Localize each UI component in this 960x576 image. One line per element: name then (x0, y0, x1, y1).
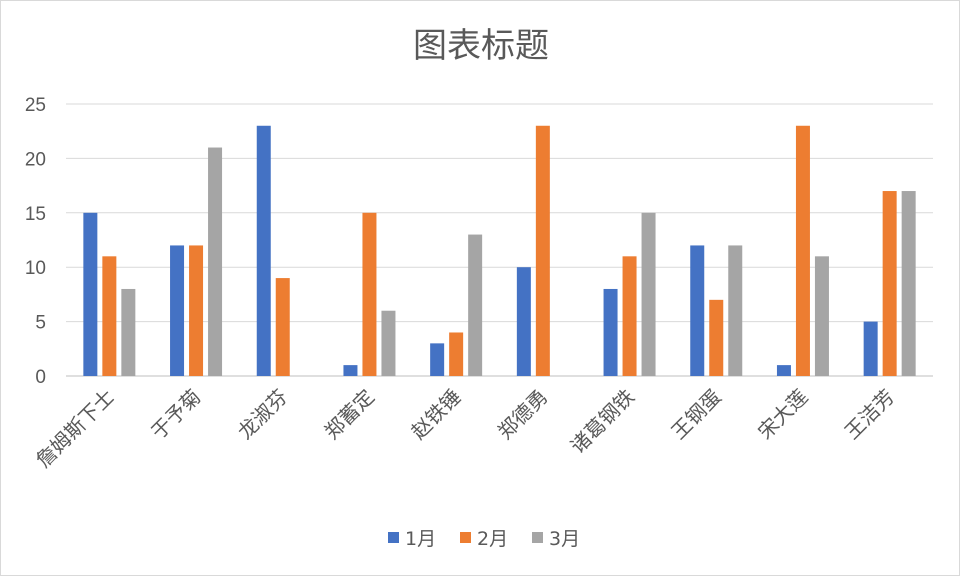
x-category-label: 郑蓄定 (320, 385, 379, 444)
bar-3-2 (208, 147, 223, 376)
bar-2-7 (622, 256, 637, 376)
bars (83, 125, 916, 376)
bar-2-1 (102, 256, 117, 376)
bar-1-4 (343, 365, 358, 376)
bar-2-10 (882, 191, 897, 376)
legend-swatch (532, 532, 543, 543)
x-category-label: 于予菊 (146, 385, 205, 444)
bar-1-1 (83, 212, 98, 376)
bar-3-8 (728, 245, 743, 376)
x-category-label: 郑德勇 (493, 385, 552, 444)
bar-3-10 (901, 191, 916, 376)
y-tick-label: 0 (35, 367, 46, 388)
bar-1-2 (170, 245, 185, 376)
x-category-label: 宋大莲 (753, 385, 812, 444)
bar-2-4 (362, 212, 377, 376)
legend-label: 2月 (477, 528, 508, 550)
bar-3-7 (641, 212, 656, 376)
bar-2-3 (275, 278, 290, 376)
x-category-label: 赵铁锤 (406, 385, 465, 444)
x-axis-categories: 詹姆斯下士 于予菊 龙淑芬 郑蓄定 赵铁锤 郑德勇 诸葛钢铁 王钢蛋 宋大莲 王洁芳 (31, 385, 899, 473)
bar-1-3 (256, 125, 271, 376)
y-tick-label: 10 (25, 258, 46, 279)
x-category-label: 诸葛钢铁 (566, 385, 640, 459)
bar-2-9 (795, 125, 810, 376)
bar-3-4 (381, 310, 396, 376)
x-category-label: 龙淑芬 (233, 385, 292, 444)
legend-swatch (460, 532, 471, 543)
bar-2-2 (189, 245, 204, 376)
bar-3-9 (814, 256, 829, 376)
bar-1-9 (776, 365, 791, 376)
bar-1-7 (603, 288, 618, 376)
chart-title: 图表标题 (413, 26, 549, 66)
y-tick-label: 5 (35, 313, 46, 334)
bar-2-8 (709, 299, 724, 376)
legend-label: 3月 (549, 528, 580, 550)
bar-3-1 (121, 288, 136, 376)
legend-label: 1月 (405, 528, 436, 550)
x-category-label: 詹姆斯下士 (31, 385, 119, 473)
x-category-label: 王钢蛋 (666, 385, 725, 444)
y-tick-label: 20 (25, 149, 46, 170)
x-category-label: 王洁芳 (840, 385, 899, 444)
bar-3-5 (468, 234, 483, 376)
y-tick-label: 25 (25, 95, 46, 116)
bar-2-5 (449, 332, 464, 376)
bar-1-8 (690, 245, 705, 376)
y-tick-label: 15 (25, 204, 46, 225)
bar-1-6 (516, 267, 531, 376)
legend: 1月 2月 3月 (388, 528, 580, 550)
bar-1-10 (863, 321, 878, 376)
bar-1-5 (430, 343, 445, 376)
y-axis-ticks: 0 5 10 15 20 25 (25, 95, 46, 388)
bar-2-6 (535, 125, 550, 376)
legend-swatch (388, 532, 399, 543)
